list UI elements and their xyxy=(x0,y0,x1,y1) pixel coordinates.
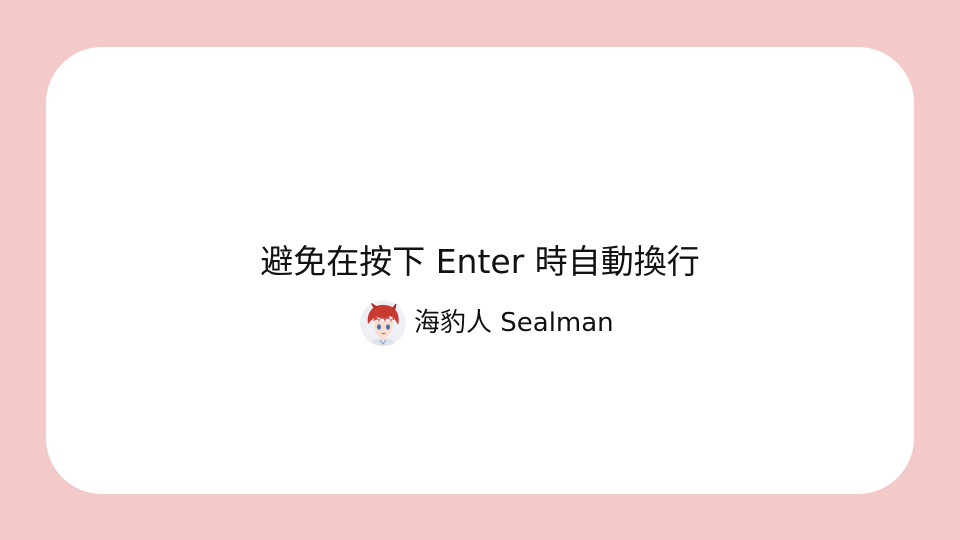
page-title: 避免在按下 Enter 時自動換行 xyxy=(260,242,700,281)
author-byline: 海豹人 Sealman xyxy=(360,300,614,346)
anime-avatar-icon xyxy=(360,300,406,346)
author-name: 海豹人 Sealman xyxy=(414,308,614,338)
content-card xyxy=(46,47,914,494)
